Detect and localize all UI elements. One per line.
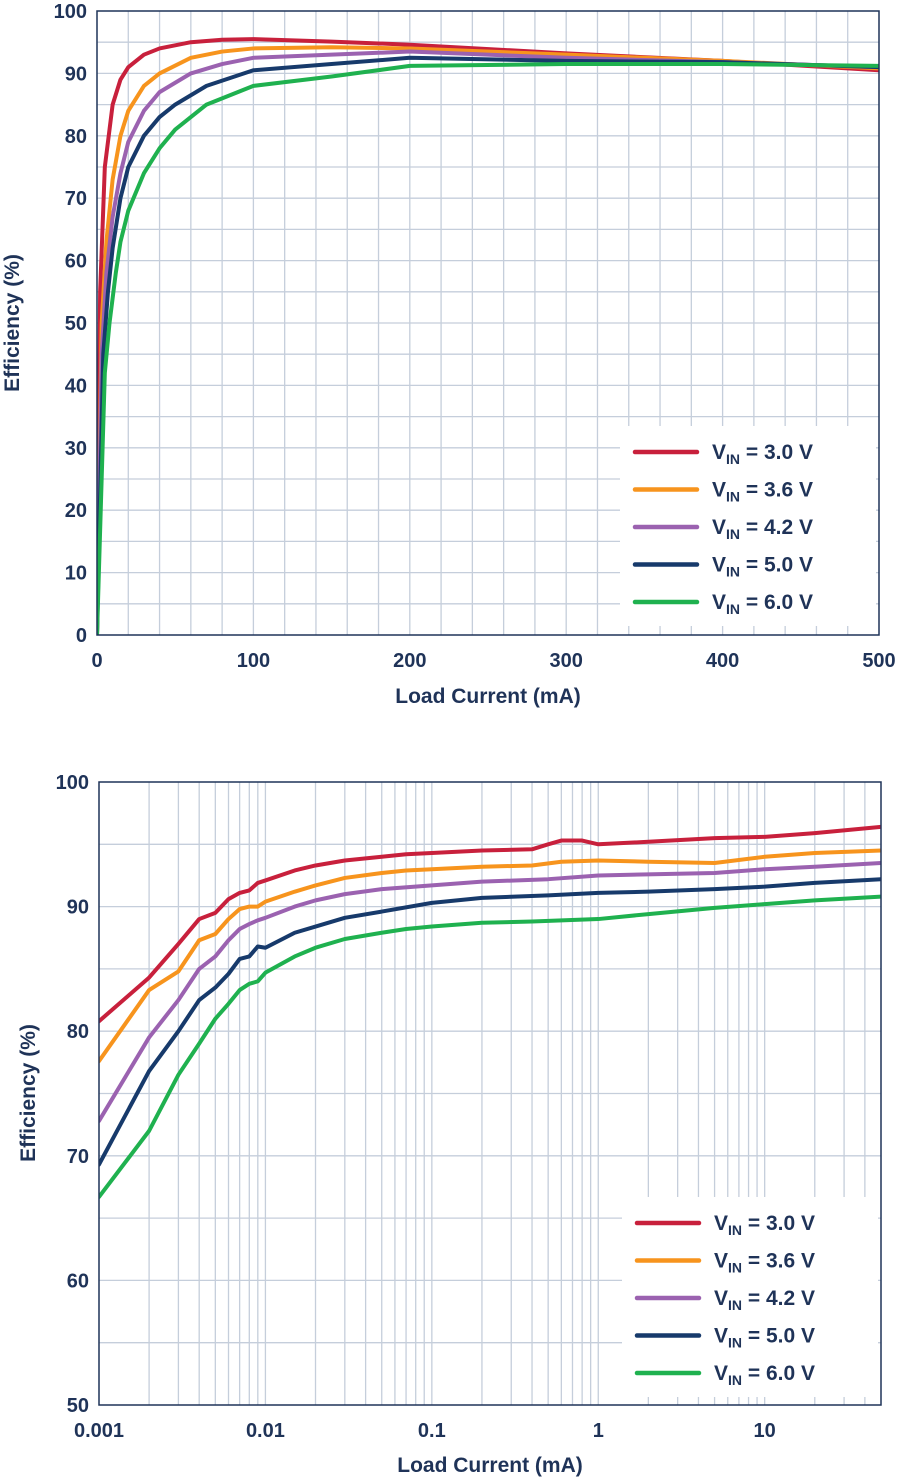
y-tick-label: 50 — [65, 313, 87, 335]
y-tick-label: 70 — [65, 188, 87, 210]
series-line-1 — [99, 824, 881, 1024]
series-group — [99, 824, 881, 1199]
series-line-2 — [97, 45, 879, 635]
chart-1: 0 10 20 30 40 50 60 70 80 90 100 0 100 200 300 400 500 Lo… — [1, 1, 896, 708]
y-tick-label: 80 — [65, 126, 87, 148]
y-tick-label: 10 — [65, 563, 87, 585]
x-axis-title: Load Current (mA) — [397, 1454, 583, 1477]
y-axis-title: Efficiency (%) — [17, 1024, 40, 1162]
series-line-4 — [99, 877, 881, 1167]
y-tick-label: 60 — [65, 251, 87, 273]
y-tick-label: 60 — [67, 1270, 89, 1292]
y-axis-title: Efficiency (%) — [1, 254, 24, 392]
y-tick-label: 90 — [65, 63, 87, 85]
legend-label: VIN = 3.0 V — [712, 441, 813, 467]
chart-2: 50 60 70 80 90 100 0.001 0.01 0.1 1 10 Load Current… — [17, 772, 882, 1477]
x-tick-label: 10 — [754, 1420, 776, 1442]
x-tick-label: 200 — [393, 650, 426, 672]
x-axis-title: Load Current (mA) — [395, 685, 581, 708]
y-tick-label: 50 — [67, 1395, 89, 1417]
legend-label: VIN = 6.0 V — [712, 591, 813, 617]
x-tick-label: 0.1 — [418, 1420, 446, 1442]
x-tick-label: 400 — [706, 650, 739, 672]
legend: VIN = 3.0 V VIN = 3.6 V VIN = 4.2 V VIN = 5… — [620, 426, 876, 626]
series-line-5 — [97, 62, 879, 635]
legend-label: VIN = 6.0 V — [714, 1362, 815, 1388]
legend-label: VIN = 3.6 V — [712, 479, 813, 505]
legend-label: VIN = 4.2 V — [714, 1287, 815, 1313]
y-tick-label: 0 — [76, 625, 87, 647]
plot-frame — [98, 781, 882, 1406]
y-tick-label: 100 — [56, 772, 89, 794]
y-tick-label: 100 — [54, 1, 87, 23]
legend-label: VIN = 3.0 V — [714, 1212, 815, 1238]
plot-frame — [96, 10, 880, 636]
y-tick-label: 80 — [67, 1021, 89, 1043]
x-tick-label: 1 — [593, 1420, 604, 1442]
series-line-3 — [99, 860, 881, 1123]
series-group — [97, 37, 879, 635]
series-line-2 — [99, 848, 881, 1064]
y-tick-label: 30 — [65, 438, 87, 460]
x-tick-label: 100 — [237, 650, 270, 672]
series-line-4 — [97, 55, 879, 635]
x-tick-label: 0.01 — [246, 1420, 285, 1442]
y-tick-label: 20 — [65, 500, 87, 522]
legend-label: VIN = 4.2 V — [712, 516, 813, 542]
x-tick-label: 500 — [862, 650, 895, 672]
series-line-1 — [97, 37, 879, 635]
y-tick-label: 70 — [67, 1146, 89, 1168]
legend-label: VIN = 3.6 V — [714, 1250, 815, 1276]
x-tick-label: 0 — [91, 650, 102, 672]
x-tick-label: 300 — [550, 650, 583, 672]
series-line-3 — [97, 49, 879, 635]
y-tick-label: 40 — [65, 375, 87, 397]
legend-label: VIN = 5.0 V — [714, 1325, 815, 1351]
series-line-5 — [99, 894, 881, 1199]
y-tick-label: 90 — [67, 897, 89, 919]
x-tick-label: 0.001 — [74, 1420, 124, 1442]
legend: VIN = 3.0 V VIN = 3.6 V VIN = 4.2 V VIN = 5… — [622, 1197, 878, 1397]
legend-label: VIN = 5.0 V — [712, 554, 813, 580]
